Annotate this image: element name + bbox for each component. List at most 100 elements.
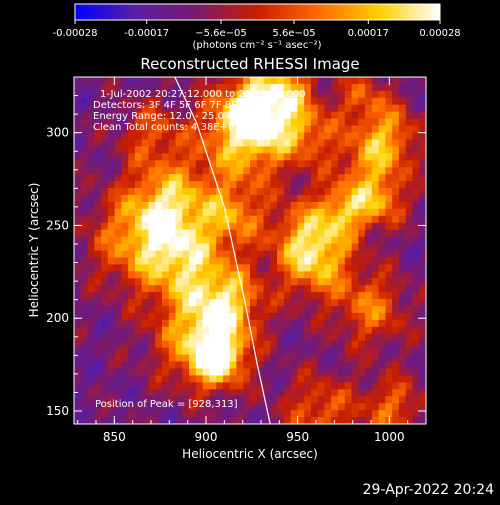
heatmap-cell	[378, 222, 386, 231]
heatmap-cell	[365, 278, 373, 286]
heatmap-cell	[195, 167, 204, 175]
heatmap-cell	[304, 292, 312, 300]
heatmap-cell	[358, 361, 366, 370]
heatmap-cell	[297, 285, 305, 293]
heatmap-cell	[87, 111, 95, 120]
heatmap-cell	[202, 340, 210, 349]
heatmap-cell	[398, 257, 407, 265]
heatmap-cell	[351, 340, 359, 349]
heatmap-cell	[162, 292, 170, 300]
heatmap-cell	[162, 118, 170, 127]
heatmap-cell	[128, 90, 136, 99]
heatmap-cell	[74, 215, 82, 224]
heatmap-cell	[351, 264, 359, 272]
heatmap-cell	[236, 174, 244, 182]
heatmap-cell	[222, 271, 231, 279]
heatmap-cell	[101, 285, 109, 293]
heatmap-cell	[297, 271, 305, 279]
heatmap-cell	[141, 285, 150, 293]
heatmap-cell	[236, 375, 244, 383]
heatmap-cell	[209, 83, 217, 92]
heatmap-cell	[243, 194, 251, 203]
heatmap-cell	[148, 417, 156, 424]
heatmap-cell	[304, 243, 312, 252]
heatmap-cell	[338, 208, 346, 217]
heatmap-cell	[398, 167, 407, 175]
heatmap-cell	[371, 271, 380, 279]
heatmap-cell	[80, 292, 89, 300]
heatmap-cell	[250, 403, 258, 411]
heatmap-cell	[310, 146, 319, 154]
heatmap-cell	[114, 111, 122, 120]
heatmap-cell	[74, 396, 82, 404]
heatmap-cell	[222, 299, 231, 307]
heatmap-cell	[168, 83, 177, 92]
heatmap-cell	[182, 146, 190, 154]
heatmap-cell	[114, 243, 122, 252]
heatmap-cell	[250, 132, 258, 141]
heatmap-cell	[250, 243, 258, 252]
heatmap-cell	[128, 104, 136, 113]
heatmap-cell	[155, 292, 163, 300]
heatmap-cell	[290, 146, 298, 154]
heatmap-cell	[148, 104, 156, 113]
heatmap-cell	[310, 194, 319, 203]
heatmap-cell	[175, 361, 183, 370]
heatmap-cell	[128, 312, 136, 321]
heatmap-cell	[270, 333, 278, 342]
heatmap-cell	[256, 139, 265, 147]
heatmap-cell	[317, 340, 326, 349]
heatmap-cell	[175, 174, 183, 182]
heatmap-cell	[182, 299, 190, 307]
heatmap-cell	[250, 236, 258, 245]
heatmap-cell	[128, 243, 136, 252]
heatmap-cell	[74, 90, 82, 99]
heatmap-cell	[358, 243, 366, 252]
heatmap-cell	[351, 201, 359, 210]
heatmap-cell	[229, 354, 238, 363]
heatmap-cell	[80, 97, 89, 106]
heatmap-cell	[94, 354, 102, 363]
heatmap-cell	[87, 250, 95, 259]
heatmap-cell	[222, 118, 231, 127]
heatmap-cell	[148, 125, 156, 134]
heatmap-cell	[304, 111, 312, 120]
heatmap-cell	[344, 174, 353, 182]
heatmap-cell	[243, 257, 251, 265]
heatmap-cell	[202, 104, 210, 113]
heatmap-cell	[175, 396, 183, 404]
heatmap-cell	[290, 312, 298, 321]
heatmap-cell	[74, 97, 82, 106]
heatmap-cell	[365, 340, 373, 349]
heatmap-cell	[195, 174, 204, 182]
heatmap-cell	[378, 118, 386, 127]
heatmap-cell	[405, 257, 414, 265]
heatmap-cell	[114, 382, 122, 390]
heatmap-cell	[209, 104, 217, 113]
heatmap-cell	[128, 250, 136, 259]
heatmap-cell	[162, 382, 170, 390]
heatmap-cell	[385, 271, 393, 279]
heatmap-cell	[344, 153, 353, 161]
heatmap-cell	[385, 111, 393, 120]
heatmap-cell	[398, 410, 407, 418]
heatmap-cell	[378, 215, 386, 224]
heatmap-cell	[155, 90, 163, 99]
heatmap-cell	[324, 104, 332, 113]
heatmap-cell	[162, 229, 170, 238]
heatmap-cell	[398, 174, 407, 182]
heatmap-cell	[141, 118, 150, 127]
heatmap-cell	[385, 403, 393, 411]
heatmap-cell	[94, 250, 102, 259]
heatmap-cell	[175, 257, 183, 265]
heatmap-cell	[371, 250, 380, 259]
heatmap-cell	[134, 222, 143, 231]
heatmap-cell	[195, 257, 204, 265]
heatmap-cell	[277, 83, 285, 92]
heatmap-cell	[148, 250, 156, 259]
heatmap-cell	[107, 215, 116, 224]
heatmap-cell	[385, 208, 393, 217]
heatmap-cell	[87, 271, 95, 279]
heatmap-cell	[270, 299, 278, 307]
heatmap-cell	[195, 292, 204, 300]
